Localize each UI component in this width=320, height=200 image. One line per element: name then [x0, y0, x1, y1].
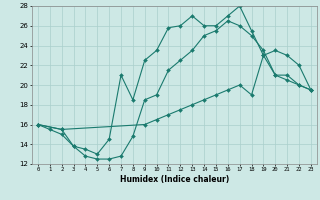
X-axis label: Humidex (Indice chaleur): Humidex (Indice chaleur) — [120, 175, 229, 184]
